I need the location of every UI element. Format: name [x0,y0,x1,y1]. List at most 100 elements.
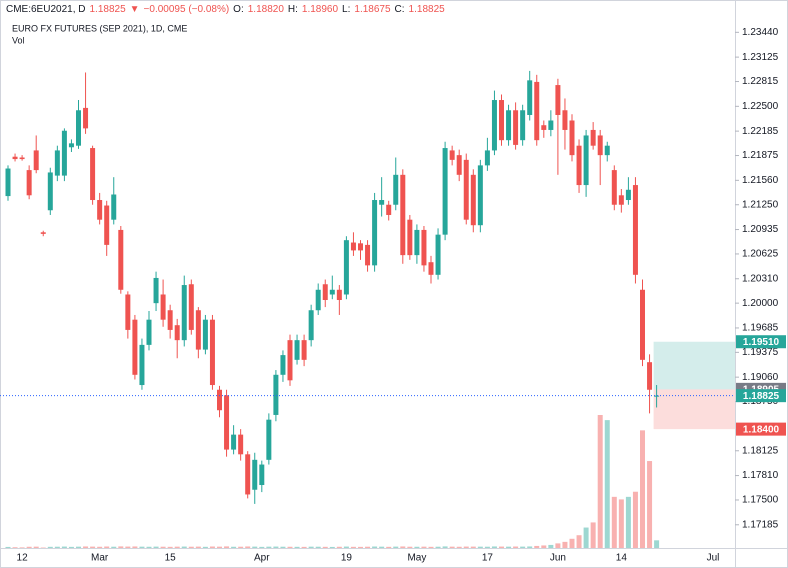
last-price-tag-label: 1.18825 [743,391,780,402]
volume-bar [209,546,215,548]
candle-body [33,150,39,171]
candle-body [146,319,152,345]
x-tick-label: May [407,553,426,564]
header-item: C: [395,4,405,15]
header-item: 1.18825 [409,4,446,15]
candle-body [548,120,554,130]
candle-body [562,110,568,130]
volume-bar [224,546,230,548]
volume-bar [245,546,251,548]
volume-bar [421,546,427,548]
volume-bar [125,546,131,548]
candle-body [26,170,32,196]
y-tick-label: 1.19375 [742,347,779,358]
header-item: 1.18960 [302,4,339,15]
volume-bar [238,546,244,548]
x-tick-label: 17 [482,553,494,564]
volume-bar [632,491,638,548]
candle-body [647,362,653,390]
volume-bar [322,546,328,548]
volume-bar [350,546,356,548]
volume-bar [336,546,342,548]
candle-body [68,143,74,148]
volume-bar [513,546,519,548]
volume-bar [506,546,512,548]
candle-body [245,454,251,495]
volume-bar [68,546,74,548]
candle-body [618,195,624,205]
x-tick-label: 12 [17,553,29,564]
candle-body [238,434,244,455]
candle-body [97,200,103,220]
candle-body [400,174,406,256]
volume-bar [160,546,166,548]
volume-bar [372,546,378,548]
y-tick-label: 1.19685 [742,323,779,334]
candle-body [463,159,469,220]
candle-body [111,194,117,220]
candle-body [90,148,96,201]
candle-body [76,110,81,146]
volume-bar [541,545,547,548]
candle-body [506,110,512,141]
candle-body [329,289,335,295]
candle-body [217,389,222,411]
header-item: ▼ [130,4,140,15]
volume-bar [118,546,124,548]
candle-body [47,172,53,211]
candle-body [611,170,617,205]
volume-bar [442,546,448,548]
volume-bar [611,496,617,548]
volume-label: Vol [12,35,25,45]
volume-bar [604,420,610,548]
candle-body [209,319,215,386]
candle-body [181,285,187,341]
candle-body [442,148,448,235]
volume-bar [414,546,420,548]
candle-body [576,145,582,186]
x-tick-label: Jul [707,553,720,564]
volume-bar [90,546,96,548]
candle-body [640,289,645,360]
volume-bar [407,546,413,548]
candle-body [456,155,462,175]
chart-title: EURO FX FUTURES (SEP 2021), 1D, CME [12,23,187,33]
x-tick-label: 14 [616,553,628,564]
candle-body [484,150,490,166]
volume-bar [252,546,258,548]
volume-bar [167,546,173,548]
candle-body [266,419,272,460]
volume-bar [273,546,279,548]
volume-bar [527,546,533,548]
header-item: CME:6EU2021, D [6,4,85,15]
header-item: O: [233,4,244,15]
candle-body [555,85,561,115]
volume-bar [202,546,208,548]
volume-bar [484,546,490,548]
volume-bar [386,546,392,548]
header-item: L: [342,4,350,15]
candle-body [259,464,265,486]
y-tick-label: 1.23440 [742,27,779,38]
candle-body [534,81,540,141]
volume-bar [76,546,81,548]
volume-bar [174,546,180,548]
volume-bar [301,546,307,548]
volume-bar [576,535,582,548]
y-tick-label: 1.23125 [742,52,779,63]
candle-body [336,289,342,301]
candle-body [19,157,25,160]
volume-bar [343,546,349,548]
volume-bar [647,461,653,548]
volume-bar [435,546,441,548]
volume-bar [217,546,222,548]
volume-bar [315,546,321,548]
volume-bar [379,546,385,548]
candle-body [308,310,314,341]
y-tick-label: 1.17500 [742,495,779,506]
candle-body [54,150,60,176]
volume-bar [294,546,300,548]
